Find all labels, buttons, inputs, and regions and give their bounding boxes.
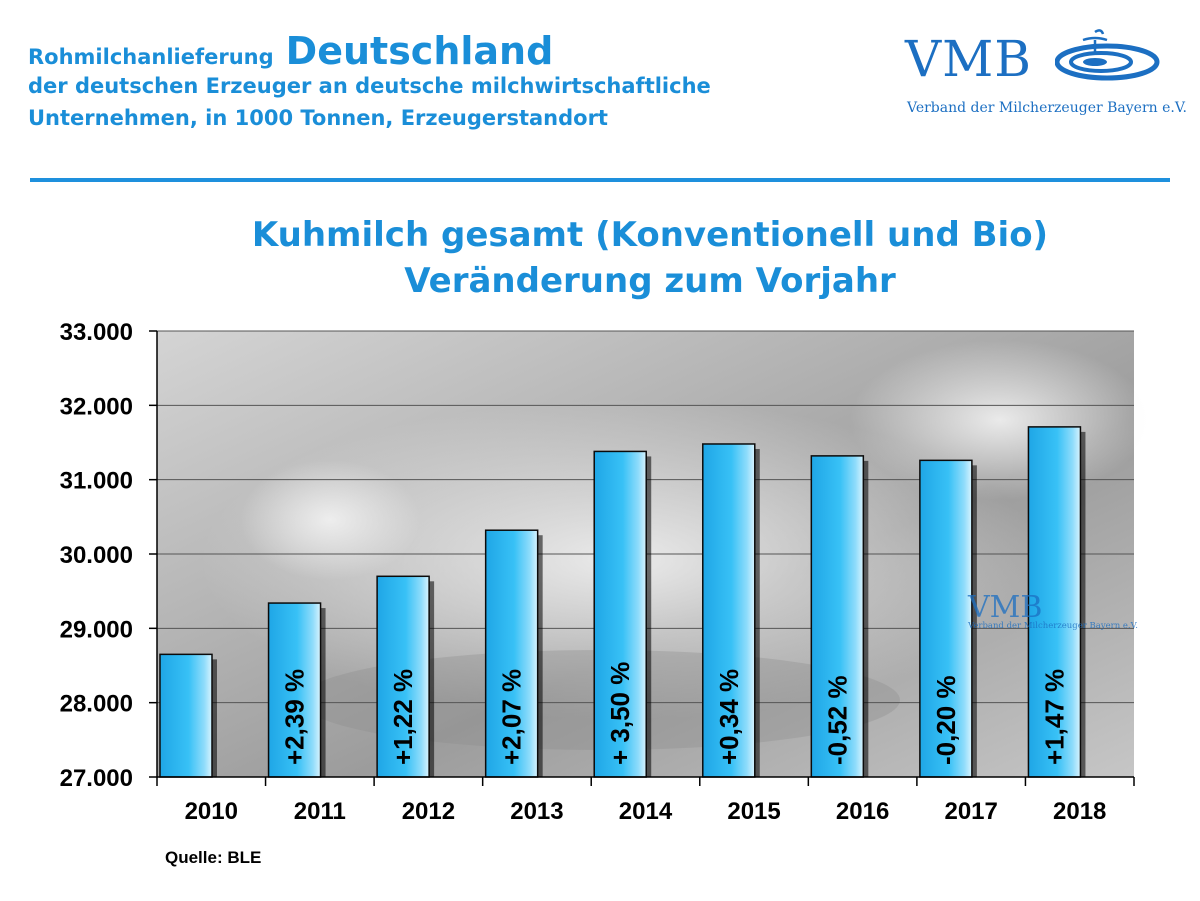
logo-subtitle: Verband der Milcherzeuger Bayern e.V. <box>907 100 1187 116</box>
bar <box>702 443 756 778</box>
y-tick-label: 28.000 <box>60 691 133 718</box>
bars: +2,39 % +1,22 % +2,07 % + 3,50 % +0,34 % -0,5… <box>159 426 1086 778</box>
data-label: +2,07 % <box>497 669 527 765</box>
x-tick-label: 2018 <box>1053 798 1106 825</box>
bar <box>376 575 430 778</box>
watermark-letters: VMB <box>968 590 1043 625</box>
y-tick-label: 27.000 <box>60 765 133 792</box>
x-tick-label: 2015 <box>727 798 780 825</box>
y-tick-label: 29.000 <box>60 616 133 643</box>
bar-chart: +2,39 % +1,22 % +2,07 % + 3,50 % +0,34 % -0,5… <box>60 319 1150 825</box>
header-line1-small: Rohmilchanlieferung <box>28 45 274 69</box>
x-tick-label: 2016 <box>836 798 889 825</box>
data-label: +0,34 % <box>714 669 744 765</box>
data-label: +1,22 % <box>388 669 418 765</box>
chart-title-line2: Veränderung zum Vorjahr <box>404 261 896 301</box>
bar <box>267 602 322 778</box>
data-label: +1,47 % <box>1039 669 1069 765</box>
header-line2: der deutschen Erzeuger an deutsche milch… <box>28 74 711 98</box>
data-label: +2,39 % <box>280 669 310 765</box>
y-tick-label: 32.000 <box>60 393 133 420</box>
y-axis: 27.000 28.000 29.000 30.000 31.000 32.000 33.0… <box>60 319 158 792</box>
header-divider <box>30 178 1170 182</box>
x-tick-label: 2012 <box>402 798 455 825</box>
data-label: -0,52 % <box>822 675 852 765</box>
header-line3: Unternehmen, in 1000 Tonnen, Erzeugersta… <box>28 106 608 130</box>
y-tick-label: 33.000 <box>60 319 133 346</box>
bar <box>593 450 647 778</box>
bar <box>484 529 539 778</box>
x-tick-label: 2010 <box>185 798 238 825</box>
logo-swirl-icon <box>1055 29 1160 81</box>
header-line1-big: Deutschland <box>285 29 554 73</box>
watermark-subtitle: Verband der Milcherzeuger Bayern e.V. <box>968 621 1138 631</box>
chart-title-line1: Kuhmilch gesamt (Konventionell und Bio) <box>251 215 1049 255</box>
y-tick-label: 31.000 <box>60 468 133 495</box>
logo-letters: VMB <box>905 30 1033 88</box>
bar <box>810 455 865 778</box>
milk-splash <box>240 460 420 580</box>
bar <box>159 653 213 778</box>
x-tick-label: 2013 <box>510 798 563 825</box>
milk-splash <box>850 340 1150 500</box>
bar <box>1027 426 1082 778</box>
x-axis: 2010 2011 2012 2013 2014 2015 2016 2017 2018 <box>156 776 1135 825</box>
x-tick-label: 2014 <box>619 798 673 825</box>
x-tick-label: 2017 <box>944 798 997 825</box>
data-label: -0,20 % <box>931 675 961 765</box>
y-tick-label: 30.000 <box>60 542 133 569</box>
source-note: Quelle: BLE <box>165 848 262 867</box>
chart-title: Kuhmilch gesamt (Konventionell und Bio) … <box>150 212 1150 304</box>
x-tick-label: 2011 <box>294 798 346 825</box>
header: Rohmilchanlieferung Deutschland der deuts… <box>28 32 868 134</box>
vmb-watermark: VMB Verband der Milcherzeuger Bayern e.V… <box>968 590 1138 631</box>
data-label: + 3,50 % <box>605 662 635 765</box>
vmb-logo: VMB Verband der Milcherzeuger Bayern e.V… <box>905 26 1187 126</box>
